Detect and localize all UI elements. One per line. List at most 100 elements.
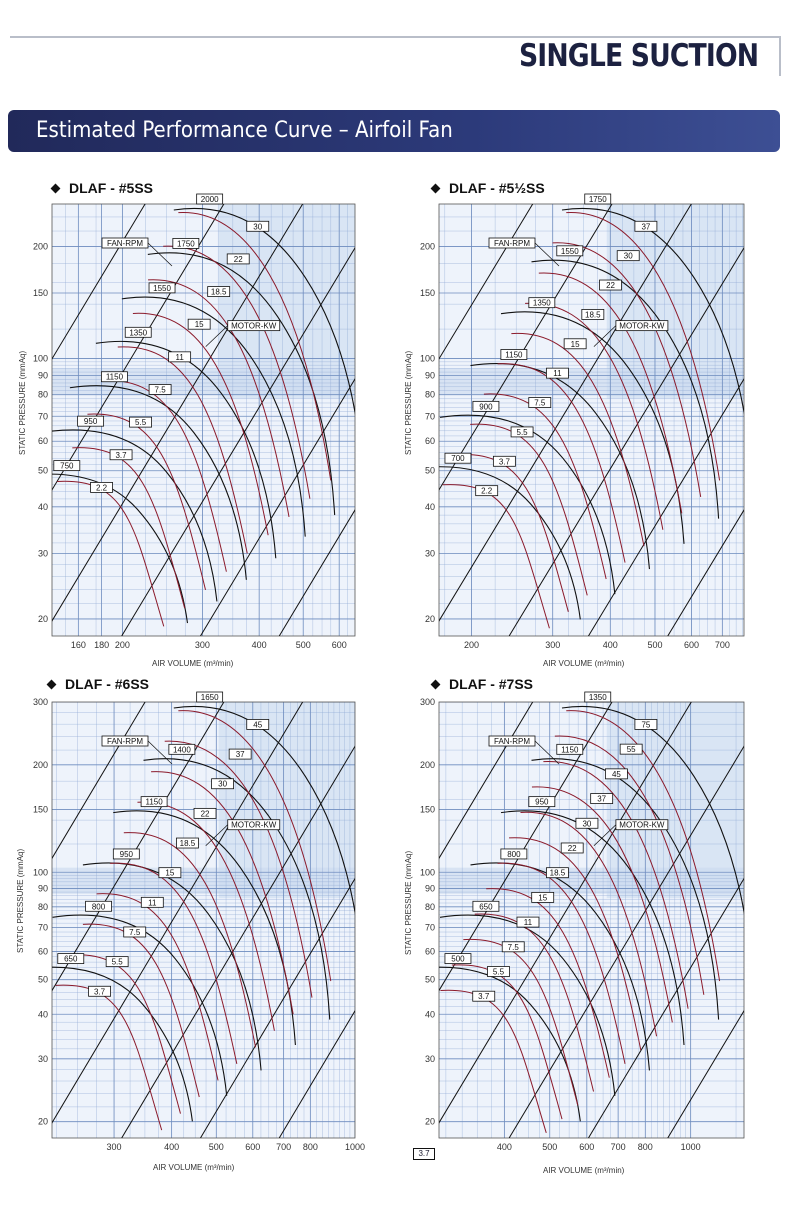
rpm-label-box	[500, 349, 528, 360]
x-tick-label: 700	[715, 640, 730, 650]
kw-curve	[440, 989, 547, 1134]
kw-label: 18.5	[550, 869, 566, 878]
rpm-label-box	[172, 238, 200, 249]
fan-rpm-legend: FAN-RPM	[494, 239, 530, 248]
rpm-label-box	[444, 953, 472, 964]
y-tick-label: 40	[425, 502, 435, 512]
x-tick-label: 200	[115, 640, 130, 650]
rpm-label: 950	[84, 417, 98, 426]
kw-curve	[87, 413, 207, 591]
fan-rpm-leader	[534, 242, 560, 267]
rpm-curve	[147, 252, 336, 516]
chart-title-3: DLAF - #6SS	[46, 676, 150, 692]
rpm-label-box	[53, 460, 81, 472]
chart-title-text: DLAF - #5½SS	[449, 180, 545, 196]
x-tick-label: 400	[164, 1142, 179, 1152]
kw-label-box	[546, 367, 569, 379]
kw-label: 22	[201, 809, 210, 818]
kw-label-box	[105, 956, 129, 968]
kw-label-box	[590, 793, 614, 804]
motor-kw-leader	[205, 325, 228, 347]
system-line	[747, 182, 800, 636]
y-tick-label: 90	[38, 884, 48, 894]
kw-label-box	[616, 250, 640, 262]
kw-curve	[102, 380, 227, 572]
y-tick-label: 60	[38, 436, 48, 446]
rpm-label: 500	[451, 955, 465, 964]
x-tick-label: 500	[647, 640, 662, 650]
kw-curve	[82, 923, 200, 1098]
y-tick-label: 100	[420, 867, 435, 877]
x-tick-label: 1000	[345, 1142, 365, 1152]
rpm-curve	[69, 385, 247, 580]
x-axis-label-4: AIR VOLUME (m³/min)	[543, 1166, 625, 1175]
rpm-label-box	[112, 848, 140, 860]
kw-label: 22	[234, 255, 243, 264]
kw-curve	[456, 453, 569, 612]
kw-label-box	[563, 338, 587, 350]
rpm-label: 1550	[153, 284, 171, 293]
x-tick-label: 600	[684, 640, 699, 650]
y-tick-label: 40	[38, 1009, 48, 1019]
x-tick-label: 160	[71, 640, 86, 650]
motor-kw-leader	[593, 824, 617, 846]
system-line	[121, 246, 355, 636]
y-tick-label: 20	[425, 614, 435, 624]
kw-curve	[451, 964, 563, 1120]
system-line	[439, 702, 534, 860]
system-line	[200, 877, 355, 1138]
fan-rpm-legend: FAN-RPM	[107, 239, 143, 248]
kw-label: 15	[538, 893, 547, 902]
y-tick-label: 150	[420, 804, 435, 814]
y-tick-label: 200	[33, 241, 48, 251]
kw-label: 15	[165, 869, 174, 878]
x-tick-label: 1000	[681, 1142, 701, 1152]
kw-label: 3.7	[478, 992, 490, 1001]
kw-label: 30	[582, 819, 591, 828]
kw-curve	[96, 893, 219, 1081]
x-tick-label: 600	[332, 640, 347, 650]
kw-label-box	[158, 867, 182, 879]
kw-label-box	[599, 279, 622, 291]
kw-label: 30	[624, 252, 633, 261]
rpm-curve	[173, 207, 355, 416]
rpm-label: 750	[60, 462, 74, 471]
x-tick-label: 300	[107, 1142, 122, 1152]
system-line	[667, 1009, 744, 1138]
kw-label: 18.5	[585, 310, 601, 319]
rpm-label-box	[196, 691, 224, 703]
rpm-label: 1150	[106, 373, 124, 382]
kw-curve	[163, 245, 311, 499]
rpm-label-box	[584, 691, 612, 703]
system-line	[508, 246, 744, 636]
kw-curve	[117, 346, 248, 554]
kw-curve	[55, 984, 163, 1131]
system-line	[52, 204, 146, 360]
fan-rpm-leader	[147, 740, 173, 765]
rpm-label: 800	[507, 850, 521, 859]
y-tick-label: 80	[425, 390, 435, 400]
rpm-label: 1400	[173, 745, 191, 754]
x-tick-label: 500	[296, 640, 311, 650]
kw-label: 30	[253, 222, 262, 231]
kw-curve	[123, 832, 257, 1048]
kw-label-box	[246, 220, 270, 232]
rpm-label-box	[472, 900, 500, 912]
system-line	[439, 204, 692, 622]
chart-title-text: DLAF - #6SS	[65, 676, 150, 692]
rpm-label: 950	[535, 798, 549, 807]
kw-label-box	[510, 426, 534, 438]
chart-title-text: DLAF - #7SS	[449, 676, 534, 692]
motor-kw-legend: MOTOR-KW	[231, 322, 277, 331]
rpm-curve	[439, 466, 581, 620]
kw-curve	[566, 710, 721, 982]
rpm-label-box	[196, 193, 224, 205]
shade-band	[218, 204, 355, 399]
rpm-label: 1350	[129, 328, 147, 337]
kw-label-box	[501, 941, 525, 953]
rpm-label-box	[500, 848, 528, 860]
rpm-label-box	[528, 297, 556, 309]
y-tick-label: 150	[33, 804, 48, 814]
kw-curve	[72, 447, 186, 609]
y-tick-label: 70	[38, 923, 48, 933]
